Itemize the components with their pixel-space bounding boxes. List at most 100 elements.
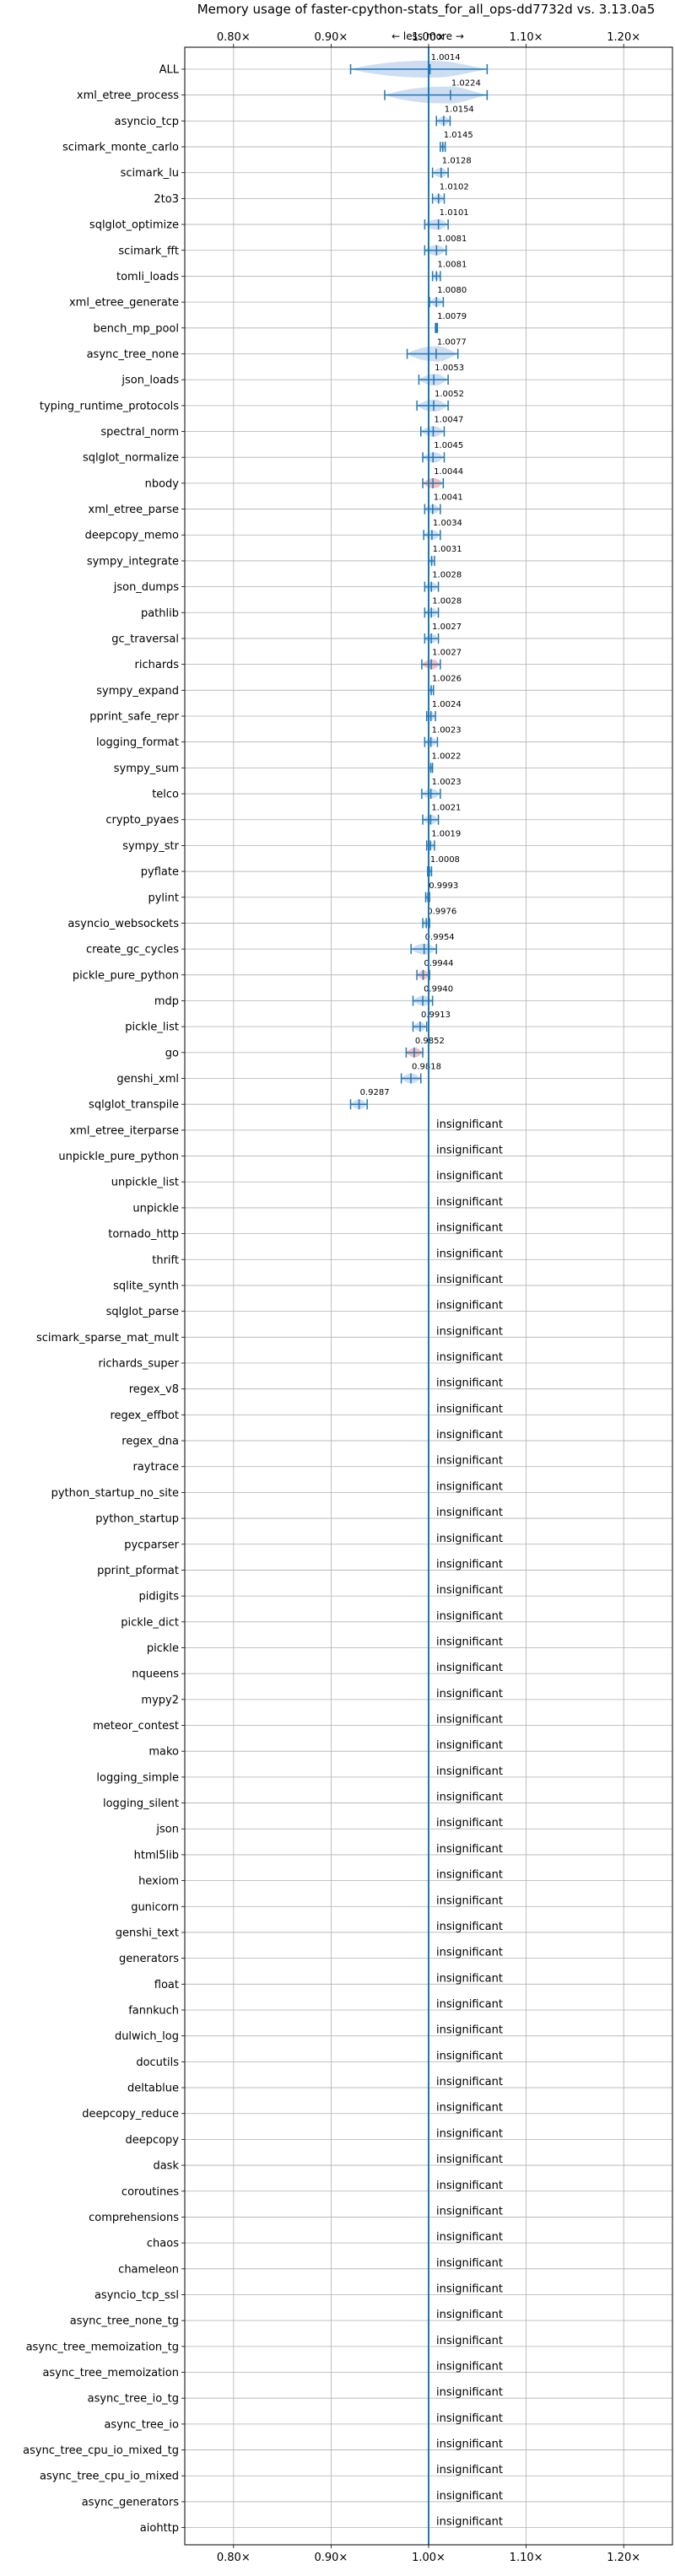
value-label: 1.0023	[432, 778, 462, 787]
benchmark-label: pickle_dict	[121, 1616, 179, 1629]
benchmark-label: raytrace	[132, 1461, 179, 1474]
value-label: 0.9976	[427, 907, 456, 916]
benchmark-label: python_startup_no_site	[51, 1487, 179, 1500]
benchmark-label: sqlite_synth	[113, 1280, 179, 1292]
benchmark-label: 2to3	[154, 193, 179, 206]
value-label: 1.0014	[431, 53, 461, 62]
benchmark-label: asyncio_tcp	[115, 116, 179, 128]
value-label: 0.9993	[429, 881, 458, 891]
benchmark-label: regex_dna	[122, 1436, 179, 1448]
benchmark-row: unpickle_pure_python insignificant	[58, 1145, 672, 1163]
benchmark-row: fannkuch insignificant	[128, 1998, 672, 2018]
benchmark-label: sqlglot_optimize	[89, 219, 179, 232]
benchmark-label: async_tree_io	[104, 2418, 179, 2431]
benchmark-row: async_tree_memoization insignificant	[42, 2361, 672, 2379]
benchmark-row: dask insignificant	[153, 2153, 672, 2173]
insignificant-label: insignificant	[436, 2464, 503, 2476]
benchmark-row: coroutines insignificant	[122, 2180, 672, 2198]
x-tick-label-top: 1.10×	[510, 31, 543, 44]
insignificant-label: insignificant	[436, 2076, 503, 2088]
benchmark-row: unpickle_list insignificant	[111, 1170, 672, 1189]
benchmark-row: hexiom insignificant	[138, 1869, 672, 1888]
benchmark-row: logging_silent insignificant	[103, 1792, 672, 1810]
value-label: 1.0053	[435, 364, 464, 373]
benchmark-label: regex_v8	[129, 1383, 179, 1396]
benchmark-label: ALL	[159, 64, 180, 77]
insignificant-label: insignificant	[436, 2361, 503, 2374]
value-label: 1.0045	[434, 441, 463, 450]
benchmark-row: tomli_loads 1.0081	[116, 260, 672, 283]
benchmark-row: thrift insignificant	[152, 1248, 672, 1267]
benchmark-label: sqlglot_normalize	[83, 452, 179, 465]
benchmark-row: xml_etree_process 1.0224	[77, 79, 672, 104]
benchmark-row: python_startup insignificant	[95, 1506, 672, 1526]
benchmark-label: pathlib	[141, 607, 179, 620]
benchmark-label: aiohttp	[140, 2522, 179, 2535]
benchmark-label: json	[155, 1824, 179, 1836]
benchmark-row: async_tree_io insignificant	[104, 2412, 672, 2431]
benchmark-label: asyncio_tcp_ssl	[94, 2289, 179, 2302]
benchmark-label: pickle_list	[125, 1021, 179, 1034]
benchmark-label: nbody	[145, 477, 180, 490]
benchmark-label: comprehensions	[89, 2212, 179, 2224]
benchmark-label: xml_etree_generate	[69, 297, 179, 310]
benchmark-label: fannkuch	[128, 2005, 179, 2018]
benchmark-label: deltablue	[127, 2083, 179, 2095]
benchmark-label: hexiom	[138, 1875, 179, 1888]
benchmark-label: html5lib	[134, 1849, 179, 1862]
benchmark-label: json_loads	[121, 375, 179, 387]
value-label: 1.0079	[437, 312, 467, 321]
insignificant-label: insignificant	[436, 1947, 503, 1959]
benchmark-label: deepcopy_reduce	[82, 2108, 179, 2121]
benchmark-row: pickle_pure_python 0.9944	[73, 959, 672, 982]
benchmark-row: pylint 0.9993	[148, 881, 672, 904]
insignificant-label: insignificant	[436, 2205, 503, 2218]
benchmark-row: regex_v8 insignificant	[129, 1377, 672, 1396]
benchmark-label: nqueens	[132, 1668, 179, 1681]
insignificant-label: insignificant	[436, 1894, 503, 1907]
x-tick-label-top: 0.80×	[217, 31, 251, 44]
benchmark-label: sympy_sum	[114, 763, 179, 775]
benchmark-row: json_loads 1.0053	[121, 364, 672, 387]
benchmark-label: sqlglot_parse	[106, 1306, 179, 1318]
benchmark-row: tornado_http insignificant	[108, 1222, 672, 1241]
benchmark-label: chaos	[147, 2238, 179, 2250]
benchmark-label: gc_traversal	[111, 633, 179, 645]
insignificant-label: insignificant	[436, 2153, 503, 2166]
benchmark-label: sympy_expand	[96, 685, 179, 698]
benchmark-row: async_tree_none_tg insignificant	[70, 2309, 672, 2328]
value-label: 1.0081	[437, 234, 467, 244]
benchmark-row: xml_etree_iterparse insignificant	[69, 1118, 672, 1137]
value-label: 1.0027	[432, 649, 462, 658]
x-tick-label-bottom: 0.80×	[217, 2552, 251, 2564]
benchmark-label: async_tree_none_tg	[70, 2315, 179, 2328]
benchmark-row: scimark_fft 1.0081	[118, 234, 672, 257]
benchmark-label: async_generators	[82, 2496, 180, 2509]
value-label: 1.0101	[440, 208, 469, 218]
insignificant-label: insignificant	[436, 2024, 503, 2037]
benchmark-label: unpickle_pure_python	[58, 1151, 179, 1163]
insignificant-label: insignificant	[436, 1377, 503, 1390]
value-label: 1.0052	[435, 390, 464, 399]
value-label: 0.9913	[421, 1010, 451, 1020]
benchmark-label: scimark_monte_carlo	[62, 142, 179, 154]
insignificant-label: insignificant	[436, 2439, 503, 2451]
benchmark-row: pickle insignificant	[147, 1636, 672, 1655]
benchmark-row: ALL 1.0014	[159, 53, 672, 78]
x-tick-label-bottom: 1.20×	[607, 2552, 640, 2564]
benchmark-label: crypto_pyaes	[105, 814, 179, 827]
direction-label: ← less more →	[392, 30, 464, 42]
benchmark-label: logging_simple	[96, 1771, 179, 1784]
insignificant-label: insignificant	[436, 1817, 503, 1830]
benchmark-row: asyncio_websockets 0.9976	[68, 907, 672, 930]
insignificant-label: insignificant	[436, 2102, 503, 2115]
benchmark-row: docutils insignificant	[136, 2050, 672, 2069]
benchmark-row: regex_effbot insignificant	[110, 1403, 672, 1422]
benchmark-label: async_tree_none	[87, 348, 179, 361]
benchmark-label: pickle_pure_python	[73, 969, 179, 982]
insignificant-label: insignificant	[436, 1558, 503, 1571]
benchmark-label: python_startup	[95, 1513, 179, 1526]
insignificant-label: insignificant	[436, 1869, 503, 1882]
benchmark-label: generators	[119, 1953, 179, 1965]
